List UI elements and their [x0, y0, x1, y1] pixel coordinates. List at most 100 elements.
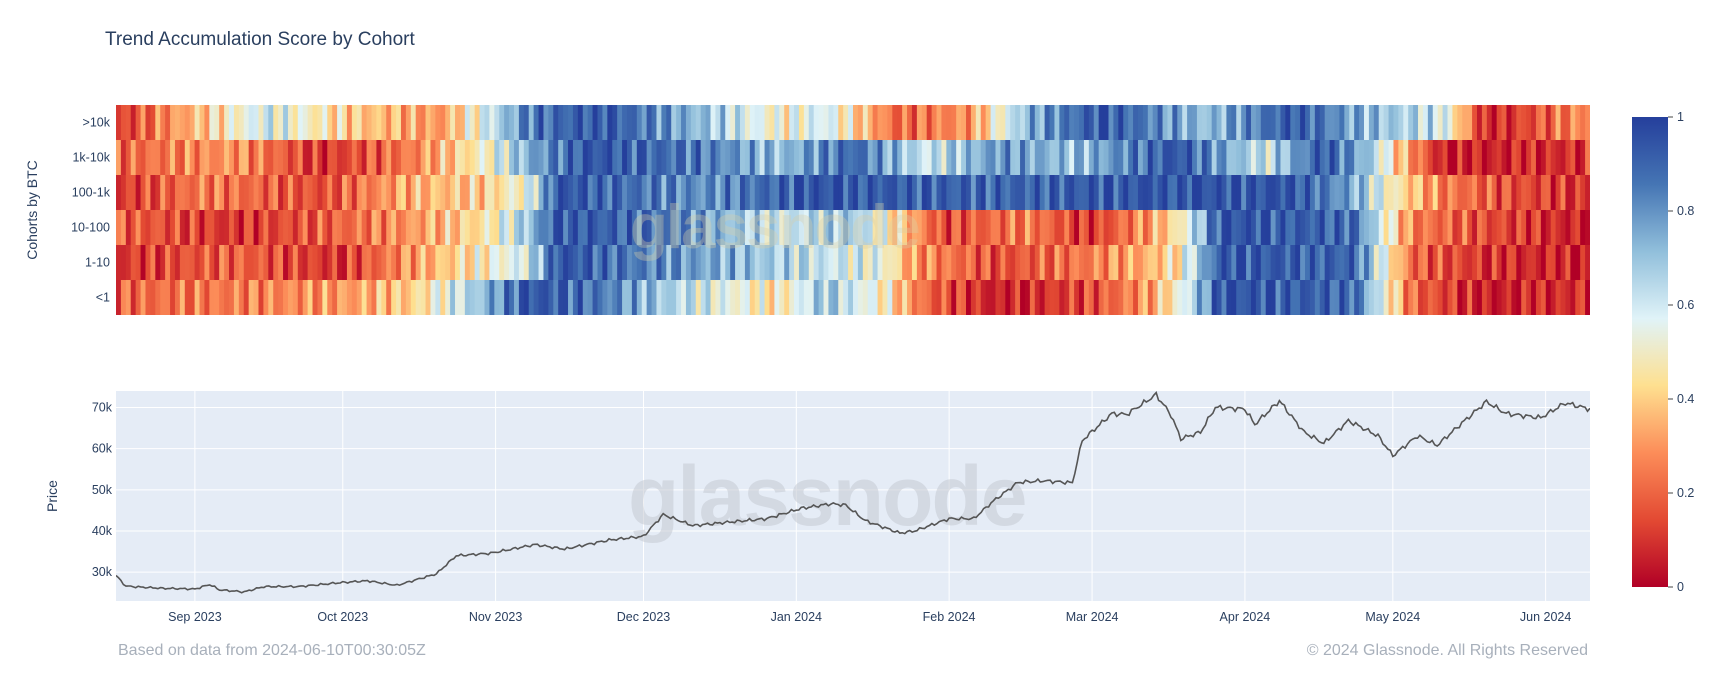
- footer-data-timestamp: Based on data from 2024-06-10T00:30:05Z: [118, 642, 426, 659]
- heatmap-cell: [700, 175, 707, 211]
- heatmap-cell: [356, 280, 363, 315]
- heatmap-cell: [420, 245, 427, 281]
- heatmap-cell: [577, 175, 584, 211]
- heatmap-cell: [513, 210, 520, 246]
- heatmap-cell: [1255, 175, 1262, 211]
- heatmap-cell: [980, 140, 987, 176]
- heatmap-cell: [194, 210, 201, 246]
- heatmap-cell: [1152, 280, 1159, 315]
- heatmap-cell: [902, 105, 908, 141]
- heatmap-cell: [1457, 245, 1463, 281]
- heatmap-cell: [317, 175, 323, 211]
- heatmap-cell: [450, 210, 456, 246]
- heatmap-cell: [543, 105, 549, 141]
- heatmap-cell: [179, 140, 186, 176]
- heatmap-cell: [774, 245, 780, 281]
- colorbar-tick-label: 0.8: [1677, 204, 1694, 218]
- heatmap-cell: [1083, 280, 1090, 315]
- heatmap-cell: [656, 175, 662, 211]
- heatmap-cell: [789, 210, 795, 246]
- heatmap-cell: [916, 280, 923, 315]
- heatmap-cell: [120, 210, 127, 246]
- heatmap-cell: [690, 245, 697, 281]
- heatmap-cell: [1363, 140, 1370, 176]
- heatmap-cell: [435, 175, 441, 211]
- heatmap-cell: [956, 140, 962, 176]
- heatmap-cell: [671, 245, 677, 281]
- heatmap-cell: [165, 245, 171, 281]
- heatmap-cell: [882, 210, 888, 246]
- heatmap-cell: [1491, 280, 1498, 315]
- heatmap-cell: [1246, 280, 1252, 315]
- heatmap-cell: [671, 210, 677, 246]
- heatmap-cell: [1123, 140, 1129, 176]
- heatmap-cell: [1447, 245, 1454, 281]
- heatmap-cell: [833, 175, 839, 211]
- heatmap-cell: [509, 105, 515, 141]
- heatmap-cell: [749, 105, 756, 141]
- heatmap-cell: [1531, 105, 1537, 141]
- heatmap-cell: [268, 105, 274, 141]
- heatmap-cell: [1246, 175, 1252, 211]
- heatmap-cell: [1133, 210, 1139, 246]
- heatmap-cell: [838, 140, 844, 176]
- heatmap-cell: [381, 140, 387, 176]
- heatmap-cell: [902, 140, 908, 176]
- heatmap-cell: [848, 140, 854, 176]
- heatmap-cell: [376, 175, 382, 211]
- heatmap-cell: [464, 210, 471, 246]
- heatmap-cell: [322, 140, 328, 176]
- heatmap-cell: [803, 210, 810, 246]
- heatmap-cell: [1231, 140, 1237, 176]
- heatmap-cell: [1192, 210, 1198, 246]
- heatmap-cell: [1418, 280, 1424, 315]
- heatmap-cell: [504, 280, 510, 315]
- heatmap-cell: [1005, 280, 1011, 315]
- heatmap-cell: [1531, 245, 1537, 281]
- heatmap-cell: [263, 175, 269, 211]
- heatmap-cell: [248, 210, 255, 246]
- heatmap-cell: [1250, 280, 1257, 315]
- heatmap-cell: [400, 210, 407, 246]
- heatmap-cell: [951, 210, 957, 246]
- heatmap-cell: [1079, 210, 1085, 246]
- heatmap-cell: [1349, 105, 1355, 141]
- heatmap-cell: [494, 280, 500, 315]
- heatmap-cell: [705, 245, 712, 281]
- heatmap-cell: [135, 245, 142, 281]
- heatmap-cell: [238, 175, 245, 211]
- heatmap-cell: [661, 280, 667, 315]
- heatmap-cell: [224, 280, 230, 315]
- heatmap-cell: [302, 140, 309, 176]
- heatmap-cell: [1088, 280, 1095, 315]
- heatmap-cell: [179, 245, 186, 281]
- heatmap-cell: [1241, 140, 1247, 176]
- heatmap-cell: [1383, 245, 1390, 281]
- heatmap-cell: [258, 245, 264, 281]
- heatmap-cell: [774, 140, 780, 176]
- heatmap-cell: [479, 105, 486, 141]
- heatmap-cell: [1570, 245, 1576, 281]
- heatmap-cell: [1147, 105, 1154, 141]
- heatmap-cell: [1388, 210, 1395, 246]
- heatmap-cell: [892, 245, 898, 281]
- heatmap-cell: [902, 245, 908, 281]
- heatmap-cell: [1265, 245, 1272, 281]
- heatmap-cell: [1241, 280, 1247, 315]
- heatmap-cell: [1535, 210, 1542, 246]
- heatmap-cell: [155, 210, 161, 246]
- heatmap-cell: [1314, 175, 1321, 211]
- price-plot-background: [116, 391, 1590, 601]
- heatmap-cell: [1442, 280, 1449, 315]
- heatmap-cell: [1010, 280, 1016, 315]
- heatmap-cell: [1368, 245, 1375, 281]
- heatmap-cell: [1334, 175, 1341, 211]
- heatmap-cell: [617, 280, 623, 315]
- heatmap-cell: [1363, 245, 1370, 281]
- heatmap-cell: [405, 175, 412, 211]
- heatmap-cell: [1000, 105, 1006, 141]
- heatmap-cell: [582, 105, 589, 141]
- heatmap-cell: [725, 280, 731, 315]
- colorbar-gradient: [1632, 117, 1668, 587]
- heatmap-cell: [1093, 175, 1100, 211]
